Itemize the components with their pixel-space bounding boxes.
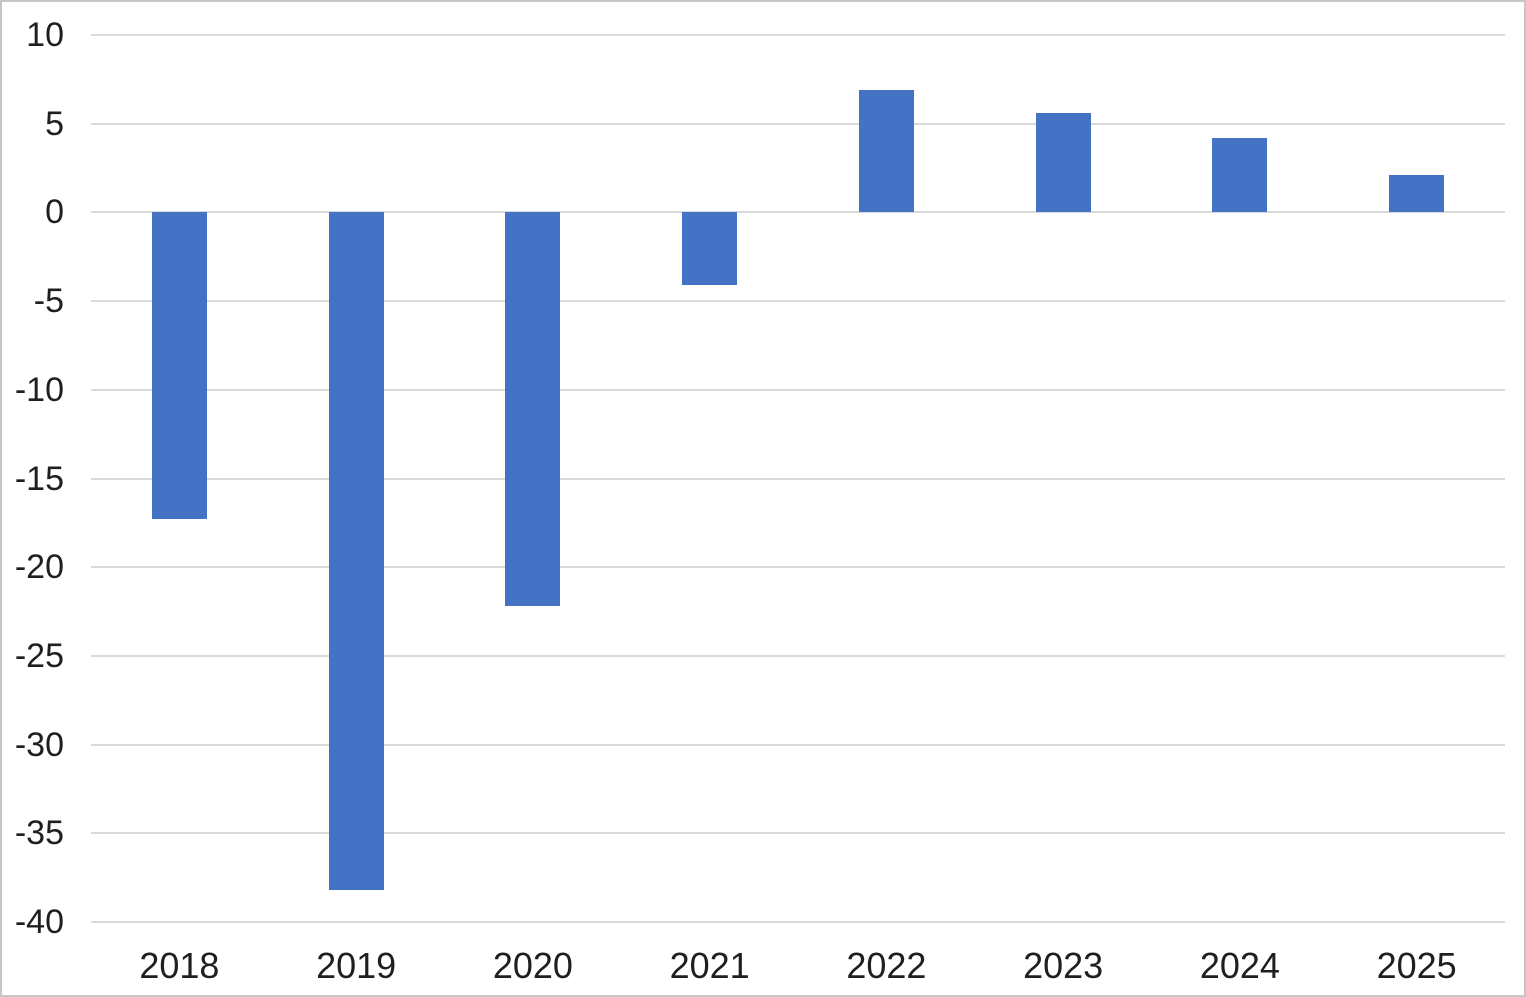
plot-area bbox=[91, 34, 1505, 923]
y-tick-label--35: -35 bbox=[14, 814, 64, 853]
x-tick-label-2025: 2025 bbox=[1376, 945, 1457, 986]
gridline-y--20 bbox=[91, 566, 1505, 569]
x-tick-label-2024: 2024 bbox=[1199, 945, 1280, 986]
bar-2023 bbox=[1035, 113, 1091, 213]
x-tick-label-2022: 2022 bbox=[846, 945, 927, 986]
gridline-y-5 bbox=[91, 122, 1505, 125]
y-tick-label-0: 0 bbox=[45, 193, 64, 232]
gridline-y--25 bbox=[91, 654, 1505, 657]
y-tick-label-10: 10 bbox=[26, 16, 64, 54]
gridline-y--5 bbox=[91, 300, 1505, 303]
y-tick-label--20: -20 bbox=[14, 548, 64, 587]
bar-2022 bbox=[858, 89, 914, 213]
y-tick-label--25: -25 bbox=[14, 636, 64, 675]
bar-2018 bbox=[151, 212, 207, 520]
y-tick-label-5: 5 bbox=[45, 104, 64, 143]
bar-2024 bbox=[1212, 137, 1268, 213]
gridline-y--10 bbox=[91, 388, 1505, 391]
x-tick-label-2019: 2019 bbox=[316, 945, 397, 986]
bar-2020 bbox=[505, 212, 561, 607]
gridline-y--15 bbox=[91, 477, 1505, 480]
y-tick-label--15: -15 bbox=[14, 459, 64, 498]
x-tick-label-2020: 2020 bbox=[492, 945, 573, 986]
gridline-y-10 bbox=[91, 34, 1505, 36]
y-tick-label--40: -40 bbox=[14, 903, 64, 941]
x-tick-label-2021: 2021 bbox=[669, 945, 750, 986]
x-tick-label-2023: 2023 bbox=[1023, 945, 1104, 986]
bar-2019 bbox=[328, 212, 384, 891]
x-tick-label-2018: 2018 bbox=[139, 945, 220, 986]
y-tick-label--5: -5 bbox=[33, 282, 64, 321]
gridline-y-0 bbox=[91, 211, 1505, 214]
y-tick-label--30: -30 bbox=[14, 725, 64, 764]
gridline-y--40 bbox=[91, 921, 1505, 923]
bar-2021 bbox=[682, 212, 738, 286]
bar-2025 bbox=[1389, 175, 1445, 213]
gridline-y--35 bbox=[91, 832, 1505, 835]
gridline-y--30 bbox=[91, 743, 1505, 746]
y-tick-label--10: -10 bbox=[14, 370, 64, 409]
